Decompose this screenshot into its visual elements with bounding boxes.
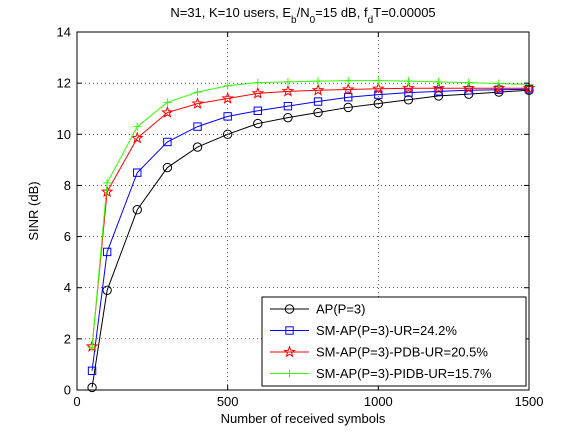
data-point [193, 122, 202, 131]
data-point [223, 112, 232, 121]
data-point [87, 366, 97, 376]
data-point [285, 326, 294, 335]
data-point [192, 142, 203, 152]
legend-entry: SM-AP(P=3)-PIDB-UR=15.7% [270, 366, 492, 381]
data-point [88, 343, 97, 352]
series-line [91, 88, 530, 371]
data-point [87, 382, 97, 393]
legend-box [261, 296, 527, 387]
title-subscript-0: 0 [310, 15, 316, 26]
data-point [404, 88, 413, 97]
x-axis-label: Number of received symbols [221, 411, 386, 426]
legend-entry: SM-AP(P=3)-UR=24.2% [270, 323, 457, 338]
data-point [313, 107, 323, 118]
legend-entry: SM-AP(P=3)-PDB-UR=20.5% [270, 345, 488, 360]
x-tick-label: 0 [73, 394, 80, 409]
data-point [162, 162, 173, 173]
plot-frame [76, 31, 530, 391]
data-point [161, 105, 174, 118]
data-point [193, 88, 202, 97]
legend-label: SM-AP(P=3)-UR=24.2% [316, 323, 457, 338]
y-tick-label: 10 [57, 127, 71, 142]
data-point [434, 77, 443, 86]
data-point [344, 76, 353, 85]
data-point [221, 91, 234, 104]
chart-title: N=31, K=10 users, Eb/N0=15 dB, fdT=0.000… [170, 5, 435, 26]
series-3 [85, 81, 536, 352]
data-point [283, 345, 296, 358]
series-line [91, 87, 529, 347]
data-point [343, 102, 353, 113]
legend-label: SM-AP(P=3)-PDB-UR=20.5% [316, 345, 488, 360]
y-tick-label: 4 [64, 280, 71, 295]
data-point [311, 83, 325, 96]
data-point [253, 106, 263, 115]
data-point [313, 97, 323, 106]
data-point [432, 81, 445, 94]
x-tick-label: 1000 [364, 394, 393, 409]
legend-label: SM-AP(P=3)-PIDB-UR=15.7% [316, 366, 492, 381]
y-tick-label: 2 [64, 331, 71, 346]
y-tick-label: 8 [64, 178, 71, 193]
y-tick-label: 14 [57, 25, 71, 40]
y-axis-label: SINR (dB) [26, 181, 41, 240]
legend-entry: AP(P=3) [270, 302, 366, 317]
data-point [133, 122, 142, 131]
data-point [191, 96, 204, 109]
data-point [222, 129, 233, 139]
data-point [163, 137, 172, 147]
data-point [100, 185, 114, 198]
title-subscript-b: b [291, 15, 297, 26]
series-line [91, 89, 530, 388]
data-point [102, 285, 112, 295]
data-point [374, 76, 383, 85]
y-tick-label: 0 [64, 383, 71, 398]
data-point [281, 84, 295, 97]
data-point [344, 93, 353, 102]
y-tick-label: 12 [57, 76, 71, 91]
data-point [283, 101, 293, 111]
data-point [251, 86, 265, 99]
data-point [404, 77, 413, 86]
data-point [341, 82, 355, 95]
data-point [283, 112, 293, 123]
data-point [223, 81, 232, 90]
series-4 [88, 76, 533, 352]
y-tick-label: 6 [64, 229, 71, 244]
x-tick-label: 1500 [515, 394, 544, 409]
data-point [284, 304, 295, 314]
data-point [285, 369, 294, 378]
data-point [253, 78, 262, 87]
legend-label: AP(P=3) [316, 302, 366, 317]
data-point [253, 118, 263, 129]
data-point [283, 77, 292, 86]
legend: AP(P=3) SM-AP(P=3)-UR=24.2% SM-AP(P=3)-PDB… [261, 296, 527, 387]
data-point [373, 98, 384, 109]
title-subscript-d: d [368, 15, 374, 26]
data-point [434, 87, 443, 96]
data-point [403, 95, 414, 105]
data-point [130, 131, 144, 144]
data-point [492, 81, 506, 94]
x-tick-label: 500 [217, 394, 239, 409]
series-1 [87, 85, 534, 393]
data-point [372, 82, 385, 95]
data-point [103, 178, 112, 187]
data-point [464, 78, 473, 87]
data-point [402, 81, 415, 94]
data-point [494, 79, 503, 88]
data-point [102, 247, 112, 257]
data-point [462, 81, 476, 94]
data-point [133, 168, 142, 177]
series-line [91, 80, 530, 348]
data-point [314, 77, 323, 86]
data-point [132, 205, 142, 215]
data-point [163, 98, 172, 107]
